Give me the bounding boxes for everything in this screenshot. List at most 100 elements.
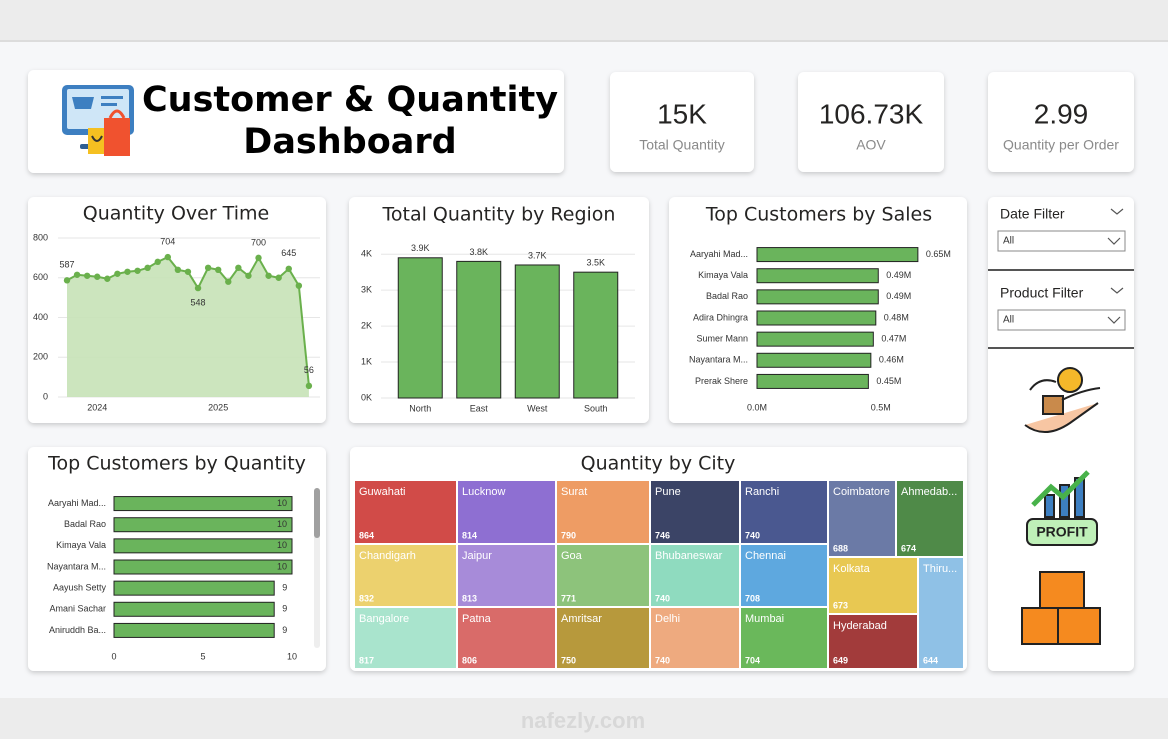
dropdown-arrow[interactable] (1107, 316, 1121, 324)
tile-label: Surat (561, 486, 587, 498)
tile-label: Pune (655, 486, 681, 498)
title-card (28, 70, 564, 173)
tile-label: Mumbai (745, 613, 784, 625)
data-label: 0.65M (926, 249, 951, 259)
treemap-tile (458, 608, 555, 668)
tile-label: Goa (561, 550, 583, 562)
data-point (83, 272, 91, 279)
dropdown-arrow[interactable] (1107, 237, 1121, 245)
dropdown-box[interactable] (997, 230, 1126, 252)
bar (514, 264, 560, 399)
watermark: nafezly.com (521, 708, 645, 733)
tile-value: 688 (833, 543, 848, 553)
dropdown-value[interactable]: All (1003, 236, 1014, 247)
profit-icon: PROFIT (1026, 470, 1098, 546)
y-tick-label: Sumer Mann (696, 334, 748, 344)
treemap-tile (557, 608, 649, 668)
tile-value: 790 (561, 530, 576, 540)
y-tick-label: 3K (361, 285, 372, 295)
x-tick-label: 2025 (208, 402, 228, 412)
boxes-icon (1021, 571, 1101, 645)
kpi-card (610, 72, 754, 172)
date-dropdown[interactable]: All (997, 230, 1126, 252)
treemap-tile (651, 481, 739, 543)
data-label: 10 (277, 540, 287, 550)
chart-title: Total Quantity by Region (382, 204, 616, 226)
data-point (94, 273, 101, 280)
dashboard-title: Dashboard (243, 122, 456, 162)
bar (113, 538, 293, 554)
bar (397, 257, 443, 399)
collapse-icon[interactable] (1110, 287, 1124, 294)
data-label: 700 (251, 237, 266, 247)
top-bar (0, 0, 1168, 40)
data-label: 704 (160, 236, 175, 246)
data-label: 0.46M (879, 355, 904, 365)
y-tick-label: Aayush Setty (53, 583, 107, 593)
data-label: 548 (191, 297, 206, 307)
data-point (194, 284, 202, 292)
kpi-label: AOV (856, 137, 886, 153)
data-label: 3.8K (469, 247, 488, 257)
tile-value: 674 (901, 543, 916, 553)
tile-value: 750 (561, 655, 576, 665)
kpi-label: Quantity per Order (1003, 137, 1119, 153)
tile-label: Ranchi (745, 486, 779, 498)
data-point (63, 277, 71, 284)
tile-value: 746 (655, 530, 670, 540)
area-fill (67, 257, 309, 397)
dropdown-value[interactable]: All (1003, 315, 1014, 326)
tile-label: Guwahati (359, 486, 405, 498)
y-tick-label: Aaryahi Mad... (48, 498, 106, 508)
data-point (184, 268, 192, 275)
tile-value: 708 (745, 593, 760, 603)
y-tick-label: Amani Sachar (49, 604, 106, 614)
collapse-icon[interactable] (1110, 208, 1124, 215)
data-label: 587 (59, 260, 74, 270)
data-label: 0.48M (884, 312, 909, 322)
x-tick-label: East (470, 403, 489, 413)
data-point (164, 253, 171, 261)
y-tick-label: 0K (361, 392, 372, 402)
data-point (275, 274, 282, 281)
data-point (114, 270, 121, 277)
scrollbar-thumb[interactable] (314, 488, 320, 538)
bar (756, 352, 872, 368)
tile-value: 704 (745, 655, 760, 665)
treemap-tile (651, 608, 739, 668)
data-label: 9 (282, 583, 287, 593)
tile-value: 814 (462, 530, 477, 540)
x-tick-label: 2024 (87, 402, 107, 412)
data-point (215, 266, 222, 273)
chart-title: Quantity by City (581, 453, 736, 475)
icon-text: PROFIT (1036, 524, 1088, 540)
data-label: 3.5K (586, 258, 605, 268)
tile-label: Delhi (655, 613, 680, 625)
data-point (265, 272, 272, 279)
tile-value: 740 (745, 530, 760, 540)
data-label: 10 (277, 498, 287, 508)
bar (756, 331, 874, 347)
data-point (144, 264, 151, 272)
y-tick-label: 400 (33, 312, 48, 322)
y-tick-label: Nayantara M... (689, 355, 748, 365)
y-tick-label: Badal Rao (706, 291, 748, 301)
tile-label: Jaipur (462, 550, 492, 562)
y-tick-label: 2K (361, 320, 372, 330)
data-point (174, 266, 182, 273)
product-dropdown[interactable]: All (997, 309, 1126, 331)
data-point (245, 272, 252, 279)
data-point (305, 382, 313, 390)
kpi-card (798, 72, 944, 172)
data-point (295, 282, 303, 289)
y-tick-label: Badal Rao (64, 519, 106, 529)
dropdown-box[interactable] (997, 309, 1126, 331)
tile-value: 806 (462, 655, 477, 665)
data-point (104, 275, 111, 282)
y-tick-label: 0 (43, 391, 48, 401)
tile-label: Patna (462, 613, 492, 625)
treemap-tile (557, 545, 649, 606)
data-label: 0.45M (876, 376, 901, 386)
kpi-label: Total Quantity (639, 137, 725, 153)
